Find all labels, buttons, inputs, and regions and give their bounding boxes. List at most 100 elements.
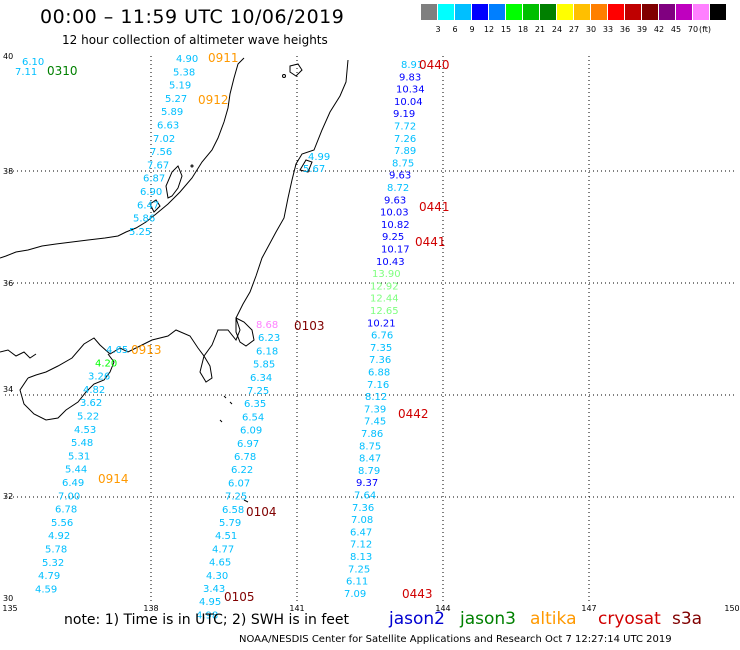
wave-height-label: 4.20 (95, 358, 117, 369)
latitude-tick-label: 34 (3, 385, 13, 394)
color-scale-label: 33 (602, 25, 614, 34)
color-scale-unit: (ft) (699, 25, 712, 34)
wave-height-label: 6.63 (157, 121, 179, 132)
wave-height-label: 4.99 (308, 152, 330, 163)
sea-of-japan-coastline (0, 57, 245, 259)
izu-peninsula (199, 354, 213, 383)
wave-height-label: 5.25 (129, 227, 151, 238)
wave-height-label: 5.67 (303, 164, 325, 175)
map-title: 00:00 – 11:59 UTC 10/06/2019 (40, 6, 345, 28)
color-scale-label: 12 (483, 25, 495, 34)
track-id-label: 0310 (47, 64, 78, 78)
color-swatch (455, 4, 471, 20)
wave-height-label: 6.10 (22, 57, 44, 68)
wave-height-label: 7.89 (394, 146, 416, 157)
legend-cryosat: cryosat (598, 609, 661, 629)
wave-height-label: 9.25 (382, 232, 404, 243)
wave-height-label: 7.64 (354, 491, 376, 502)
sea-of-japan-coastline-south (299, 159, 313, 173)
track-id-label: 0105 (224, 590, 255, 604)
latitude-tick-label: 30 (3, 594, 13, 603)
wave-height-label: 6.35 (244, 399, 266, 410)
wave-height-label: 8.47 (359, 454, 381, 465)
color-swatch (659, 4, 675, 20)
wave-height-label: 5.56 (51, 518, 73, 529)
color-scale-label: 6 (452, 25, 458, 34)
wave-height-label: 3.43 (203, 584, 225, 595)
color-scale-label: 39 (636, 25, 648, 34)
island-sado-north (190, 164, 194, 168)
wave-height-label: 4.90 (176, 54, 198, 65)
color-scale-label: 70 (687, 25, 699, 34)
wave-height-label: 13.90 (372, 269, 401, 280)
wave-height-label: 10.03 (380, 208, 409, 219)
wave-height-label: 5.31 (68, 451, 90, 462)
izu-islands (219, 395, 249, 503)
wave-height-label: 4.98 (196, 610, 218, 621)
track-id-label: 0443 (402, 587, 433, 601)
color-scale-label: 18 (517, 25, 529, 34)
map-subtitle: 12 hour collection of altimeter wave hei… (62, 33, 328, 47)
wave-height-label: 9.63 (389, 171, 411, 182)
latitude-tick-label: 36 (3, 279, 13, 288)
wave-height-label: 9.63 (384, 195, 406, 206)
wave-height-label: 9.37 (356, 478, 378, 489)
wave-height-label: 4.79 (38, 571, 60, 582)
wave-height-label: 7.25 (225, 492, 247, 503)
wave-height-label: 10.34 (396, 85, 425, 96)
wave-height-label: 3.26 (88, 372, 110, 383)
wave-height-label: 5.44 (65, 465, 87, 476)
wave-height-label: 8.75 (359, 441, 381, 452)
color-swatch (693, 4, 709, 20)
wave-height-label: 6.90 (140, 187, 162, 198)
track-id-label: 0911 (208, 51, 239, 65)
wave-height-label: 4.59 (35, 584, 57, 595)
color-swatch (421, 4, 437, 20)
wave-height-label: 7.11 (15, 67, 37, 78)
wave-height-label: 7.00 (58, 491, 80, 502)
color-scale-label: 36 (619, 25, 631, 34)
wave-height-label: 7.86 (361, 429, 383, 440)
legend-jason2: jason2 (389, 609, 445, 629)
wave-height-label: 4.30 (206, 571, 228, 582)
wave-height-label: 8.12 (365, 392, 387, 403)
track-id-label: 0440 (419, 58, 450, 72)
wave-height-label: 9.83 (399, 72, 421, 83)
wave-height-label: 6.47 (350, 527, 372, 538)
wave-height-label: 6.54 (242, 412, 264, 423)
wave-height-label: 12.92 (370, 281, 399, 292)
color-scale-label: 9 (469, 25, 475, 34)
color-swatch (574, 4, 590, 20)
kii-shikoku-coastline (19, 353, 115, 421)
wave-height-label: 6.58 (222, 505, 244, 516)
lat-lon-grid: 135 138 141 144 147 150 40 38 36 34 32 30 (2, 52, 739, 613)
northern-bay (289, 63, 303, 77)
wave-height-label: 8.75 (392, 158, 414, 169)
wave-height-label: 4.53 (74, 425, 96, 436)
color-swatch (642, 4, 658, 20)
island-north (282, 74, 286, 78)
wave-height-label: 7.16 (367, 380, 389, 391)
wave-height-label: 6.88 (368, 368, 390, 379)
wave-height-label: 6.07 (228, 478, 250, 489)
color-swatch (608, 4, 624, 20)
wave-height-label: 5.89 (161, 107, 183, 118)
wave-height-label: 6.11 (346, 577, 368, 588)
latitude-tick-label: 40 (3, 52, 13, 61)
wave-height-label: 10.43 (376, 257, 405, 268)
latitude-tick-label: 32 (3, 492, 13, 501)
color-scale-label: 21 (534, 25, 546, 34)
wave-height-label: 5.27 (165, 94, 187, 105)
sado-island (149, 199, 161, 213)
wave-height-label: 6.78 (55, 505, 77, 516)
wave-height-label: 10.82 (381, 220, 410, 231)
track-id-label: 0103 (294, 319, 325, 333)
coastline (0, 57, 349, 503)
wave-height-label: 9.19 (393, 109, 415, 120)
wave-height-label: 7.39 (364, 404, 386, 415)
wave-height-label: 7.26 (394, 134, 416, 145)
color-swatch (489, 4, 505, 20)
color-swatch (557, 4, 573, 20)
wave-height-label: 12.44 (370, 294, 399, 305)
